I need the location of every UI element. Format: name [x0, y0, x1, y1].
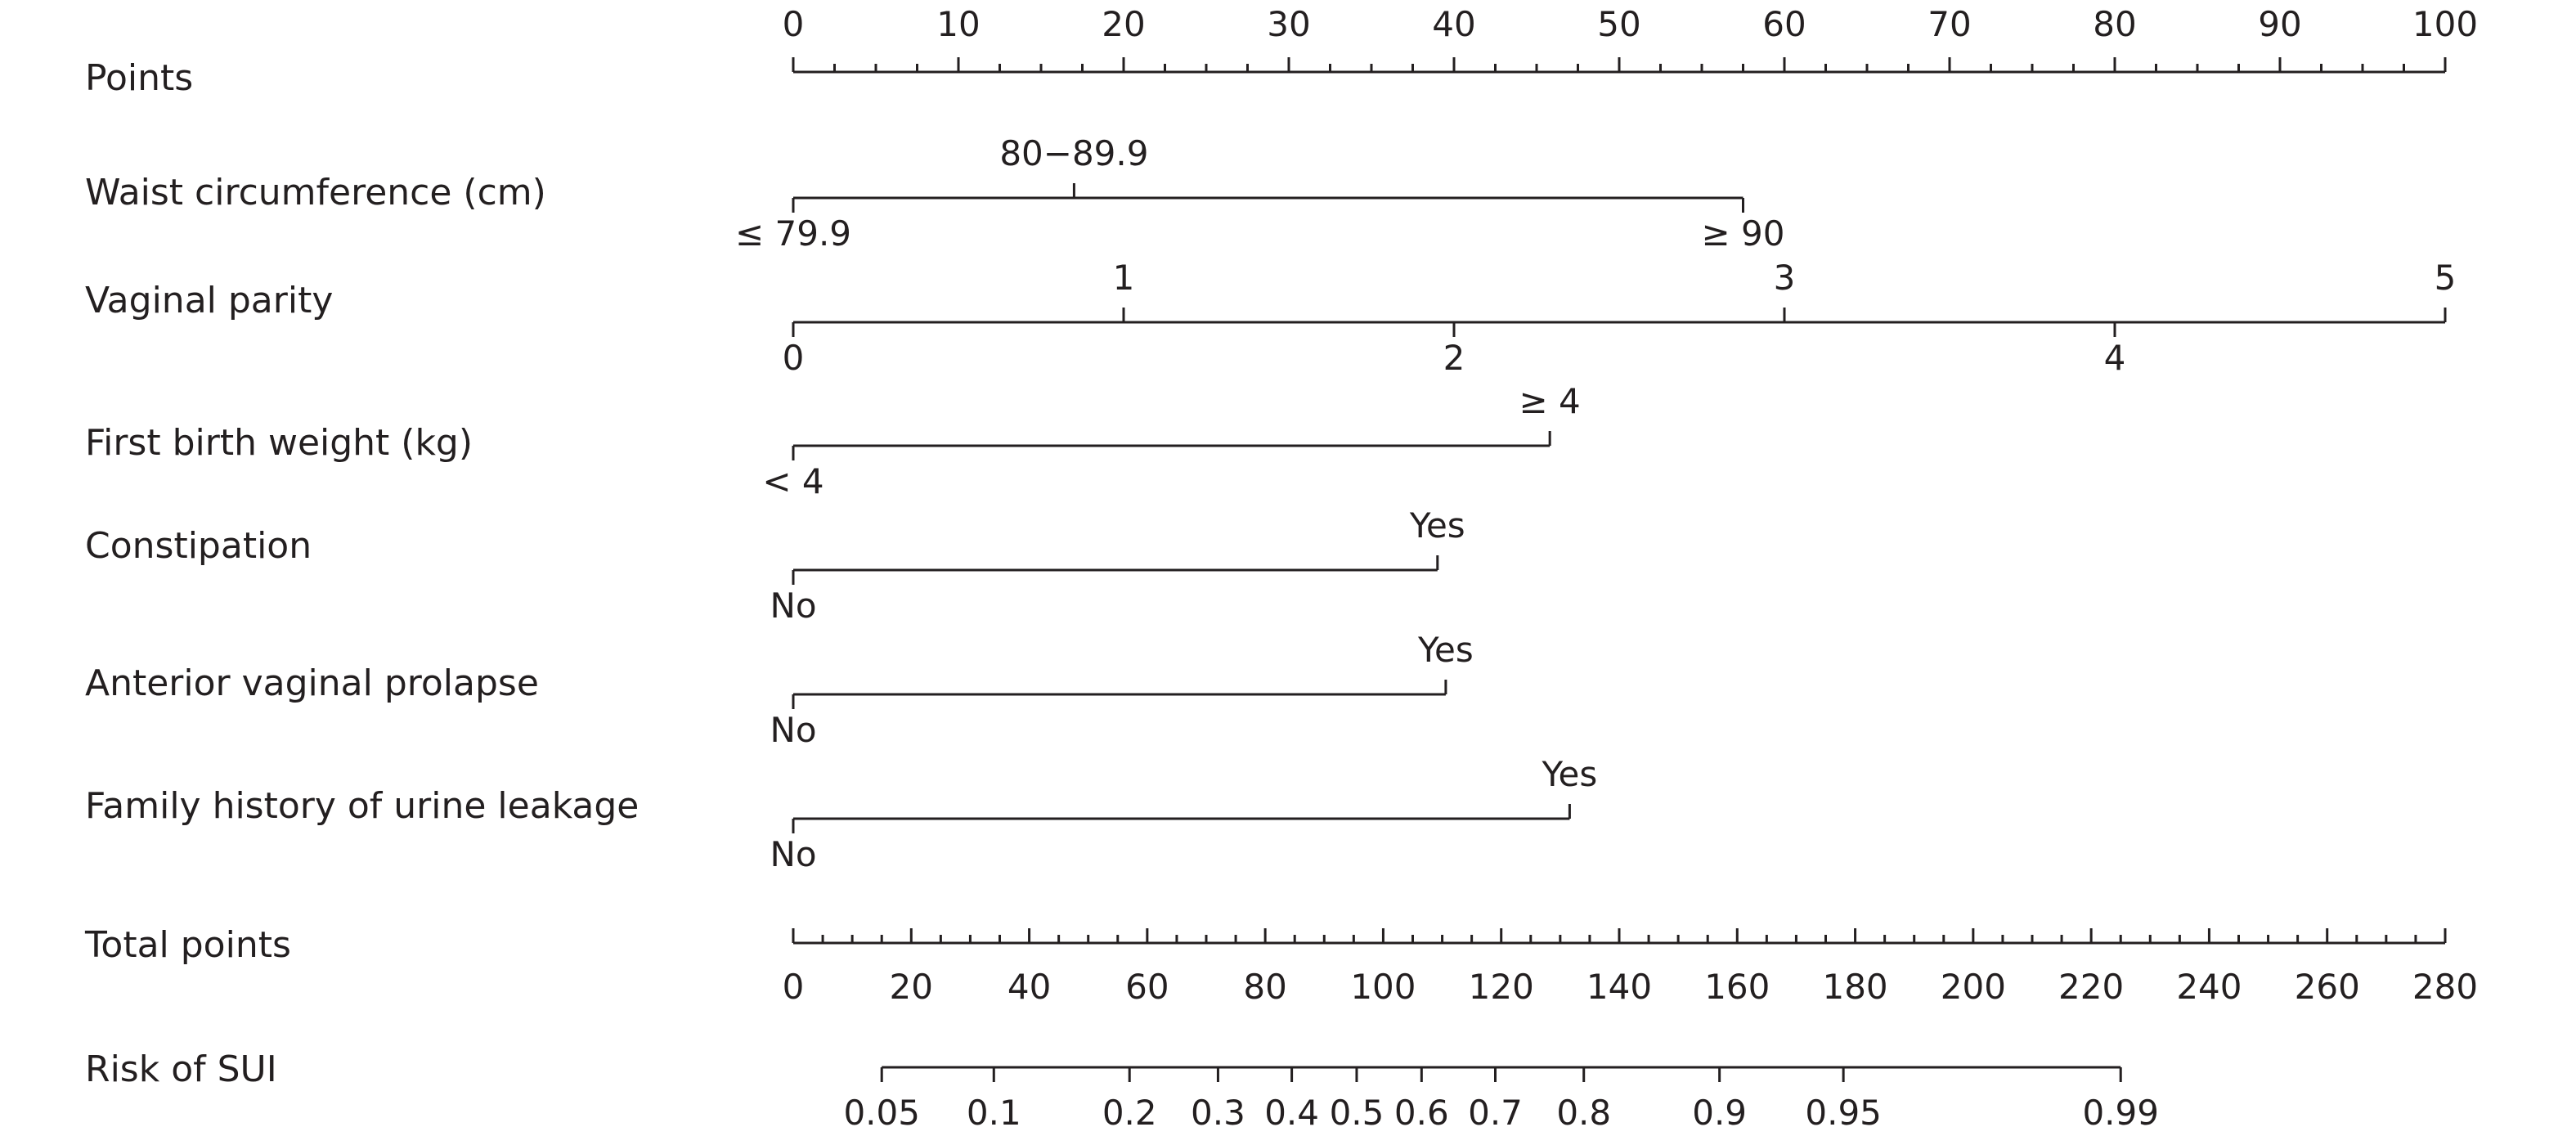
points-tick-label: 30	[1267, 4, 1310, 44]
constipation-level-label: No	[770, 586, 816, 626]
vaginal-parity-level-label: 0	[783, 338, 805, 378]
points-tick-label: 100	[2412, 4, 2478, 44]
total-points-tick-label: 180	[1822, 967, 1887, 1007]
risk-tick-label: 0.5	[1330, 1093, 1384, 1133]
family-history-of-urine-leakage-level-label: Yes	[1541, 754, 1597, 794]
first-birth-weight-kg-level-label: ≥ 4	[1519, 381, 1581, 421]
points-tick-label: 80	[2093, 4, 2136, 44]
total-points-tick-label: 40	[1008, 967, 1051, 1007]
nomogram-axes: 0 10 20 30 40 50 60 70 80 90 100≤ 79.980−89.9≥ 900…	[735, 4, 2478, 1133]
points-tick-label: 50	[1597, 4, 1640, 44]
vaginal-parity-level-label: 1	[1113, 258, 1135, 298]
row-label-anterior-vaginal-prolapse: Anterior vaginal prolapse	[85, 662, 539, 704]
row-label-vaginal-parity: Vaginal parity	[85, 280, 333, 321]
risk-tick-label: 0.05	[843, 1093, 920, 1133]
waist-circumference-cm-level-label: 80−89.9	[999, 133, 1148, 173]
waist-circumference-cm-level-label: ≥ 90	[1702, 213, 1785, 254]
risk-tick-label: 0.95	[1805, 1093, 1882, 1133]
total-points-tick-label: 80	[1243, 967, 1286, 1007]
points-tick-label: 20	[1102, 4, 1145, 44]
total-points-tick-label: 60	[1125, 967, 1169, 1007]
points-tick-label: 60	[1762, 4, 1806, 44]
points-tick-label: 40	[1432, 4, 1475, 44]
risk-tick-label: 0.2	[1102, 1093, 1157, 1133]
risk-tick-label: 0.6	[1394, 1093, 1449, 1133]
constipation-level-label: Yes	[1409, 505, 1465, 546]
row-label-first-birth-weight-kg: First birth weight (kg)	[85, 422, 473, 464]
total-points-tick-label: 160	[1704, 967, 1770, 1007]
vaginal-parity-level-label: 4	[2104, 338, 2126, 378]
total-points-tick-label: 280	[2412, 967, 2478, 1007]
risk-tick-label: 0.1	[967, 1093, 1021, 1133]
row-label-waist-circumference-cm: Waist circumference (cm)	[85, 172, 546, 213]
risk-tick-label: 0.4	[1264, 1093, 1319, 1133]
total-points-tick-label: 260	[2295, 967, 2360, 1007]
row-label-risk-of-sui: Risk of SUI	[85, 1048, 277, 1090]
points-tick-label: 70	[1928, 4, 1971, 44]
row-label-family-history-of-urine-leakage: Family history of urine leakage	[85, 785, 639, 827]
risk-tick-label: 0.7	[1468, 1093, 1523, 1133]
total-points-tick-label: 200	[1941, 967, 2006, 1007]
points-tick-label: 90	[2258, 4, 2301, 44]
points-tick-label: 0	[783, 4, 805, 44]
total-points-tick-label: 100	[1350, 967, 1416, 1007]
total-points-tick-label: 240	[2176, 967, 2242, 1007]
total-points-tick-label: 140	[1586, 967, 1652, 1007]
anterior-vaginal-prolapse-level-label: Yes	[1417, 630, 1474, 670]
row-label-points: Points	[85, 57, 193, 99]
row-labels: Points Waist circumference (cm) Vaginal pa…	[84, 57, 639, 1090]
total-points-tick-label: 120	[1469, 967, 1534, 1007]
points-tick-label: 10	[936, 4, 980, 44]
waist-circumference-cm-level-label: ≤ 79.9	[735, 213, 851, 254]
family-history-of-urine-leakage-level-label: No	[770, 834, 816, 874]
vaginal-parity-level-label: 5	[2435, 258, 2457, 298]
row-label-total-points: Total points	[84, 924, 291, 966]
vaginal-parity-level-label: 2	[1443, 338, 1465, 378]
total-points-tick-label: 20	[890, 967, 933, 1007]
risk-tick-label: 0.3	[1191, 1093, 1245, 1133]
total-points-tick-label: 0	[783, 967, 805, 1007]
risk-tick-label: 0.99	[2082, 1093, 2159, 1133]
row-label-constipation: Constipation	[85, 525, 312, 567]
total-points-tick-label: 220	[2058, 967, 2124, 1007]
first-birth-weight-kg-level-label: < 4	[762, 461, 824, 501]
vaginal-parity-level-label: 3	[1774, 258, 1796, 298]
risk-tick-label: 0.9	[1692, 1093, 1747, 1133]
risk-tick-label: 0.8	[1556, 1093, 1611, 1133]
anterior-vaginal-prolapse-level-label: No	[770, 710, 816, 750]
